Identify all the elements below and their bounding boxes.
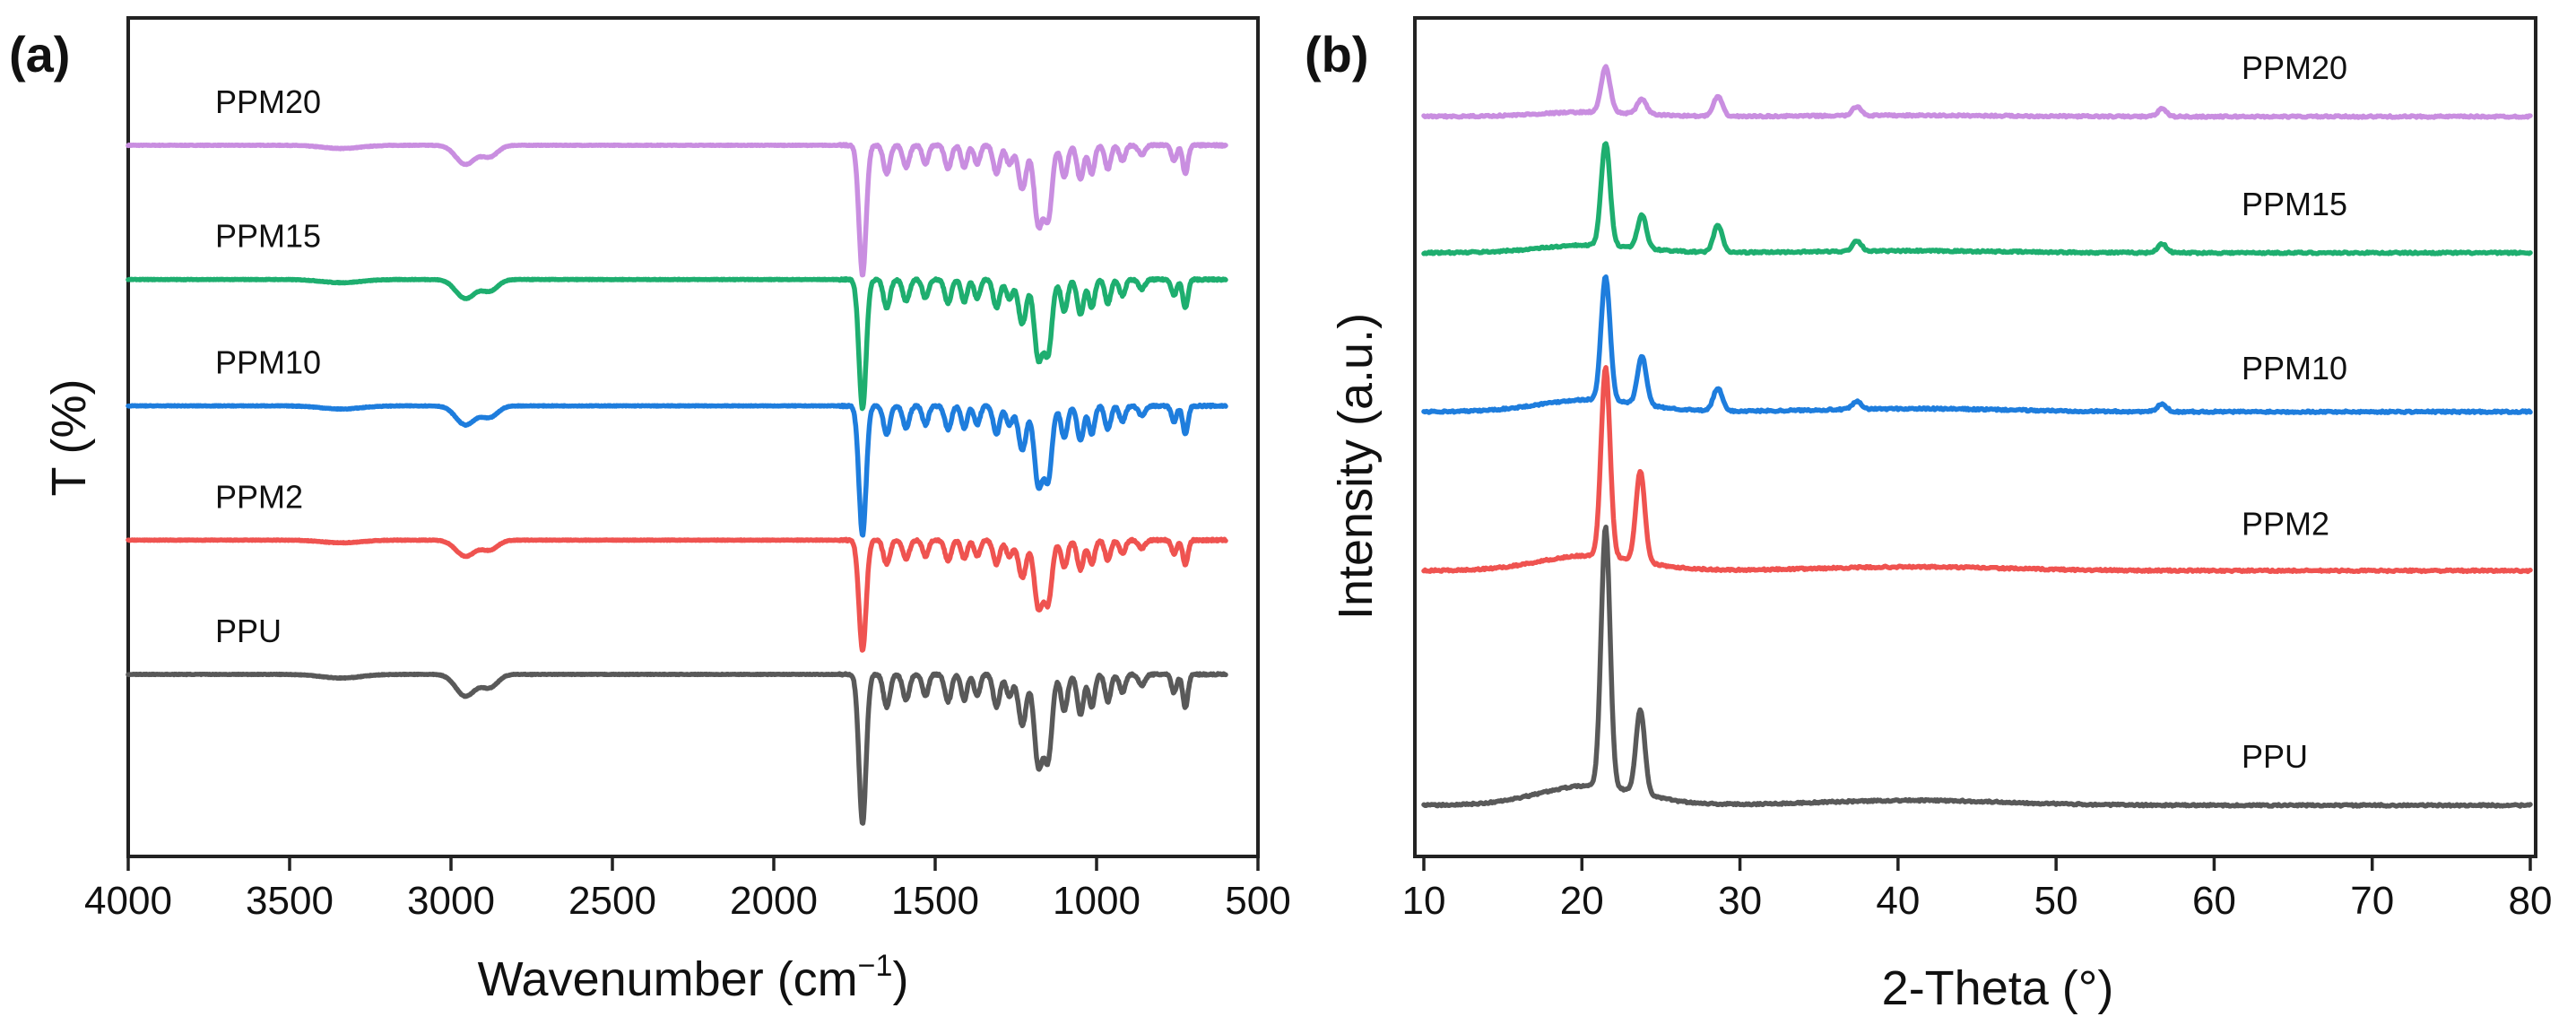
series-traces-b — [1421, 64, 2533, 809]
trace-a-ppm10 — [126, 402, 1228, 538]
x-tick-label-a-1000: 1000 — [1053, 879, 1141, 923]
x-tick-label-b-10: 10 — [1402, 879, 1446, 923]
x-tick-label-b-20: 20 — [1560, 879, 1604, 923]
trace-b-ppm10 — [1421, 274, 2533, 415]
x-tick-label-b-50: 50 — [2034, 879, 2078, 923]
x-tick-label-a-3500: 3500 — [246, 879, 334, 923]
y-axis-title-b: Intensity (a.u.) — [1329, 313, 1383, 620]
x-tick-label-b-80: 80 — [2509, 879, 2553, 923]
x-ticks-b: 10 20 30 40 50 60 70 80 — [1402, 856, 2553, 923]
series-label-a-ppu: PPU — [215, 613, 282, 649]
trace-a-ppm2 — [126, 536, 1228, 653]
x-tick-label-b-40: 40 — [1876, 879, 1920, 923]
y-axis-title-a: T (%) — [42, 379, 96, 497]
panel-b-xrd-chart: (b) 10 20 30 40 50 60 70 80 PPM20PPM15PPM10PPM2… — [1305, 16, 2553, 1015]
panel-a-ftir-chart: (a) 4000 3500 3000 2500 2000 1500 1000 500 PPM2… — [9, 16, 1291, 1006]
trace-a-ppu — [126, 671, 1228, 826]
series-label-b-ppm10: PPM10 — [2242, 350, 2347, 387]
series-label-b-ppm15: PPM15 — [2242, 186, 2347, 222]
series-label-a-ppm2: PPM2 — [215, 478, 303, 515]
panel-label-b: (b) — [1305, 26, 1369, 83]
trace-a-ppm20 — [126, 142, 1228, 278]
x-tick-label-a-500: 500 — [1225, 879, 1290, 923]
series-label-b-ppm20: PPM20 — [2242, 49, 2347, 86]
series-label-a-ppm10: PPM10 — [215, 344, 321, 381]
trace-b-ppm2 — [1421, 365, 2533, 575]
trace-b-ppm20 — [1421, 64, 2533, 120]
plot-frame-b — [1413, 16, 2537, 858]
series-label-b-ppu: PPU — [2242, 738, 2308, 775]
x-tick-label-a-4000: 4000 — [84, 879, 172, 923]
x-tick-label-b-30: 30 — [1718, 879, 1762, 923]
series-label-a-ppm20: PPM20 — [215, 83, 321, 120]
x-tick-label-b-70: 70 — [2350, 879, 2394, 923]
series-labels-a: PPM20 PPM15 PPM10 PPM2 PPU — [215, 83, 321, 649]
x-tick-label-a-2500: 2500 — [568, 879, 656, 923]
trace-b-ppu — [1421, 525, 2533, 809]
x-tick-label-b-60: 60 — [2192, 879, 2236, 923]
x-axis-title-b: 2-Theta (°) — [1882, 961, 2114, 1015]
x-tick-label-a-2000: 2000 — [730, 879, 818, 923]
trace-a-ppm15 — [126, 275, 1228, 412]
series-label-b-ppm2: PPM2 — [2242, 505, 2329, 542]
series-traces-a — [126, 142, 1228, 826]
panel-label-a: (a) — [9, 26, 70, 83]
x-tick-label-a-1500: 1500 — [891, 879, 979, 923]
trace-b-ppm15 — [1421, 141, 2533, 256]
x-tick-label-a-3000: 3000 — [407, 879, 495, 923]
plot-frame-a — [126, 16, 1260, 858]
x-axis-title-a: Wavenumber (cm−1) — [478, 949, 909, 1006]
series-labels-b: PPM20 PPM15 PPM10 PPM2 PPU — [2242, 49, 2347, 775]
series-label-a-ppm15: PPM15 — [215, 218, 321, 255]
x-ticks-a: 4000 3500 3000 2500 2000 1500 1000 500 — [84, 856, 1291, 923]
